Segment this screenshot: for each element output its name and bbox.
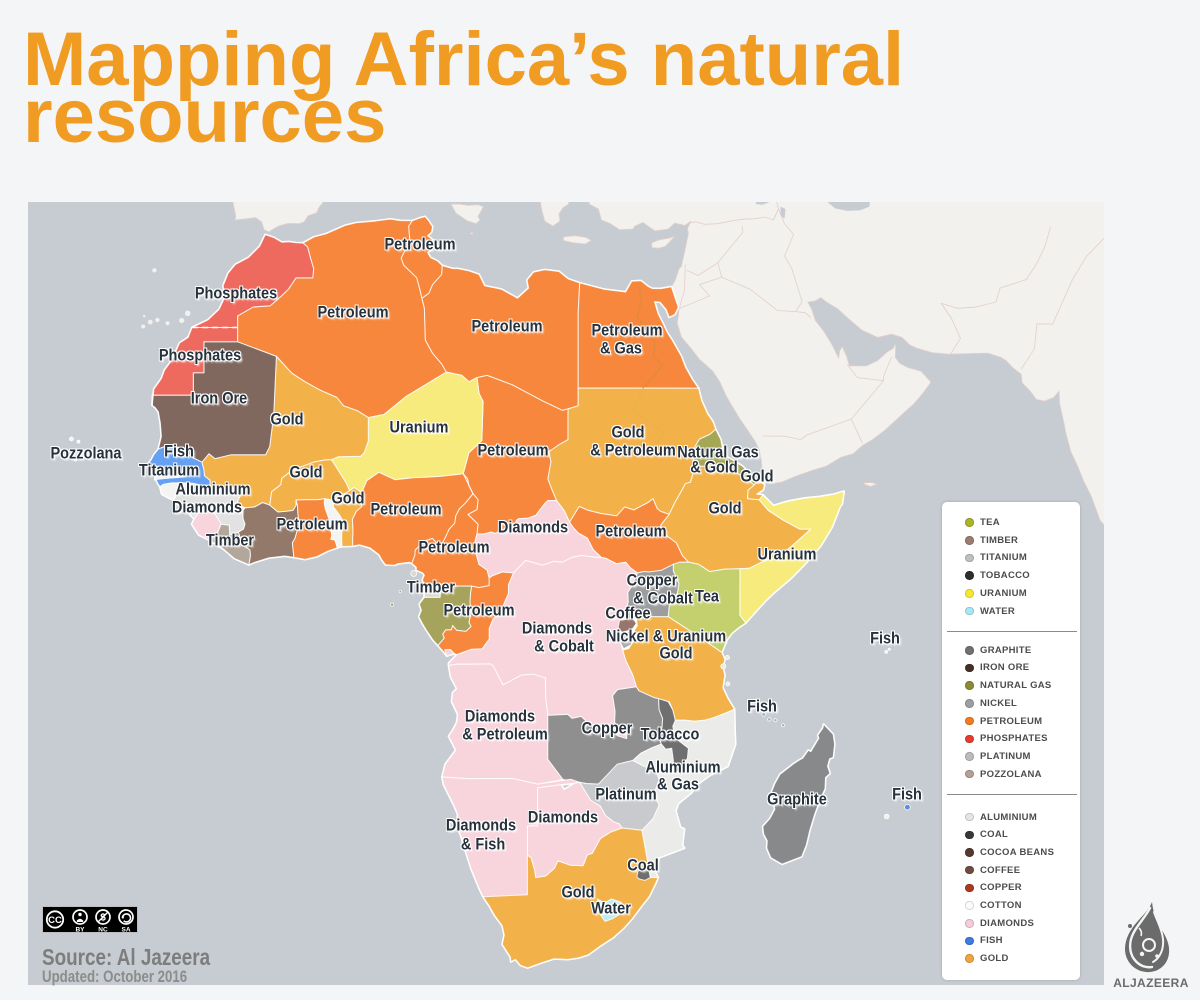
svg-text:NC: NC (98, 927, 108, 934)
svg-text:$: $ (100, 913, 106, 924)
svg-text:BY: BY (75, 927, 85, 934)
svg-text:CC: CC (48, 915, 62, 926)
svg-text:ALJAZEERA: ALJAZEERA (1113, 976, 1189, 990)
svg-text:SA: SA (121, 927, 130, 934)
